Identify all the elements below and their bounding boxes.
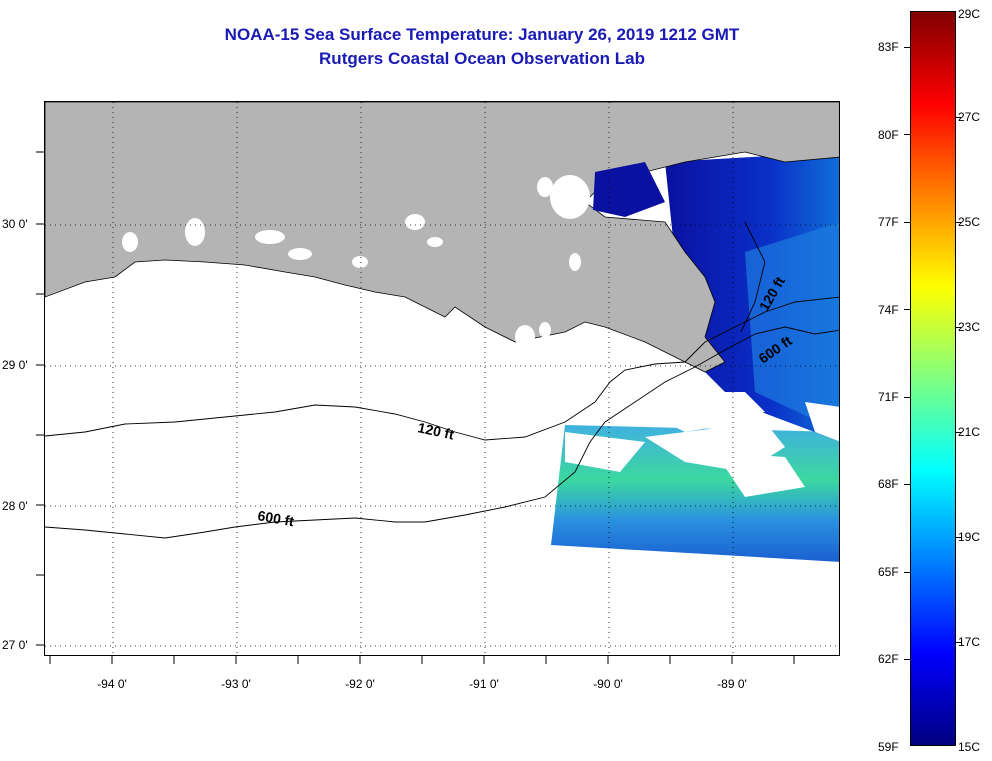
lon-label-91: -91 0': [469, 677, 499, 691]
sst-map: 120 ft 600 ft 120 ft 600 ft: [44, 101, 840, 656]
colorbar-f-label-74: 74F: [878, 303, 899, 317]
colorbar-c-label-29: 29C: [958, 7, 981, 21]
colorbar-f-label-71: 71F: [878, 390, 899, 404]
lat-label-28: 28 0': [2, 499, 28, 513]
lat-label-29: 29 0': [2, 358, 28, 372]
cloud-patches: [565, 352, 839, 497]
colorbar-tick: [904, 397, 910, 398]
colorbar-tick: [904, 309, 910, 310]
contour-label-600ft: 600 ft: [256, 507, 295, 529]
colorbar-tick: [956, 537, 961, 538]
colorbar-tick: [904, 47, 910, 48]
colorbar-f-label-65: 65F: [878, 565, 899, 579]
contour-120ft-east: [740, 221, 766, 333]
lon-label-92: -92 0': [345, 677, 375, 691]
colorbar-c-label-17: 17C: [958, 635, 981, 649]
lon-label-89: -89 0': [717, 677, 747, 691]
colorbar-f-label-59: 59F: [878, 740, 899, 754]
colorbar-f-label-80: 80F: [878, 128, 899, 142]
sst-swath-east-warm: [745, 222, 839, 432]
lat-label-27: 27 0': [2, 638, 28, 652]
lat-label-30: 30 0': [2, 217, 28, 231]
colorbar-c-label-21: 21C: [958, 425, 981, 439]
colorbar-tick: [904, 572, 910, 573]
contour-120ft: [45, 296, 839, 441]
colorbar-tick: [956, 222, 961, 223]
colorbar-tick: [904, 222, 910, 223]
lon-label-93: -93 0': [221, 677, 251, 691]
colorbar-f-label-68: 68F: [878, 477, 899, 491]
map-canvas: 120 ft 600 ft 120 ft 600 ft: [45, 102, 839, 655]
colorbar-f-label-83: 83F: [878, 40, 899, 54]
colorbar-c-label-19: 19C: [958, 530, 981, 544]
colorbar-tick: [904, 484, 910, 485]
colorbar-f-label-62: 62F: [878, 652, 899, 666]
lon-label-94: -94 0': [97, 677, 127, 691]
lon-label-90: -90 0': [593, 677, 623, 691]
cold-water-nearshore: [593, 162, 665, 217]
colorbar-tick: [956, 117, 961, 118]
map-title: NOAA-15 Sea Surface Temperature: January…: [224, 25, 740, 44]
colorbar-tick: [904, 134, 910, 135]
colorbar-tick: [904, 659, 910, 660]
colorbar-tick: [956, 327, 961, 328]
colorbar-c-label-27: 27C: [958, 110, 981, 124]
colorbar-c-label-23: 23C: [958, 320, 981, 334]
colorbar-c-label-25: 25C: [958, 215, 981, 229]
colorbar-tick: [956, 642, 961, 643]
contour-600ft: [45, 326, 839, 539]
map-subtitle: Rutgers Coastal Ocean Observation Lab: [319, 49, 645, 68]
colorbar-tick: [956, 432, 961, 433]
colorbar-c-label-15: 15C: [958, 740, 981, 754]
contour-label-120ft: 120 ft: [416, 419, 455, 442]
colorbar-f-label-77: 77F: [878, 215, 899, 229]
temperature-colorbar: [910, 11, 956, 746]
